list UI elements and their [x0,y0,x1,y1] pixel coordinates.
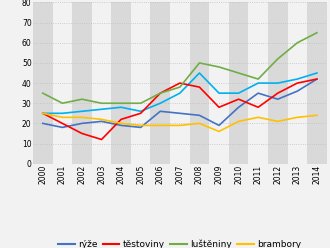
Bar [33,2,52,164]
Bar [248,2,268,164]
Bar [111,2,131,164]
Bar [131,2,150,164]
Bar [92,2,111,164]
Bar [72,2,92,164]
Bar [52,2,72,164]
Legend: rýže, těstoviny, luštěniny, brambory: rýže, těstoviny, luštěniny, brambory [55,236,305,248]
Bar [190,2,209,164]
Bar [150,2,170,164]
Bar [268,2,287,164]
Bar [170,2,190,164]
Bar [287,2,307,164]
Bar [307,2,327,164]
Bar [209,2,229,164]
Bar [229,2,248,164]
